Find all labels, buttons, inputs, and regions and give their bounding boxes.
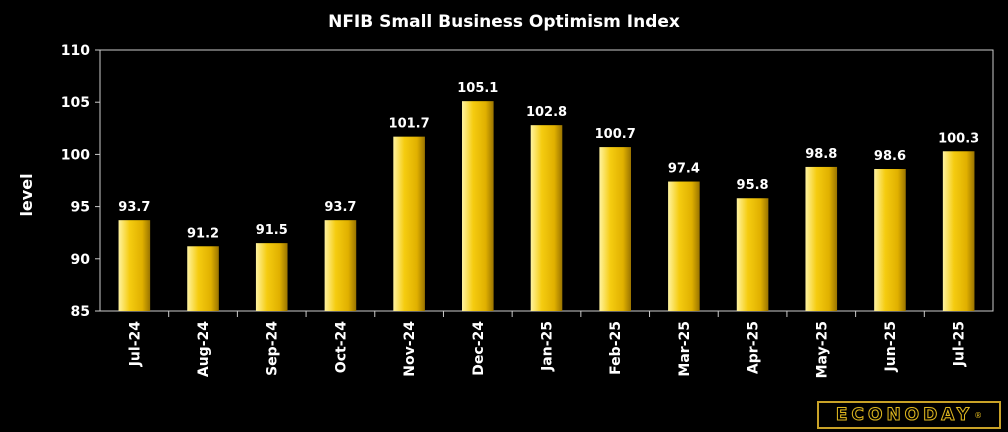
data-label: 98.6 bbox=[874, 149, 906, 164]
data-label: 93.7 bbox=[324, 200, 356, 215]
y-tick-label: 90 bbox=[71, 252, 91, 268]
y-tick-label: 105 bbox=[61, 95, 90, 111]
bar bbox=[118, 220, 151, 311]
brand-name: ECONODAY bbox=[835, 405, 974, 426]
bar bbox=[668, 181, 700, 311]
data-label: 101.7 bbox=[389, 117, 430, 132]
data-label: 100.7 bbox=[595, 127, 636, 142]
bar bbox=[599, 147, 631, 311]
x-tick-label: Jun-25 bbox=[883, 321, 899, 372]
x-tick-label: Oct-24 bbox=[333, 321, 349, 373]
x-tick-label: Jan-25 bbox=[540, 321, 556, 372]
bar bbox=[393, 136, 425, 311]
y-tick-label: 110 bbox=[61, 43, 90, 59]
x-tick-label: Mar-25 bbox=[677, 321, 693, 377]
data-label: 97.4 bbox=[668, 162, 700, 177]
x-tick-label: May-25 bbox=[814, 321, 830, 378]
x-tick-label: Jul-24 bbox=[127, 321, 143, 368]
data-label: 91.5 bbox=[256, 223, 288, 238]
y-tick-label: 95 bbox=[71, 200, 90, 216]
data-label: 95.8 bbox=[737, 178, 769, 193]
x-tick-label: Nov-24 bbox=[402, 321, 418, 377]
econoday-logo: ECONODAY ® bbox=[817, 401, 1001, 429]
bar bbox=[187, 246, 219, 311]
bar bbox=[324, 220, 357, 311]
y-axis-label: level bbox=[17, 173, 36, 216]
x-tick-label: Feb-25 bbox=[608, 321, 624, 375]
data-label: 98.8 bbox=[805, 147, 837, 162]
x-tick-label: Jul-25 bbox=[952, 321, 968, 367]
chart-title: NFIB Small Business Optimism Index bbox=[328, 12, 680, 32]
x-tick-label: Apr-25 bbox=[746, 321, 762, 374]
x-tick-label: Aug-24 bbox=[196, 321, 212, 377]
x-tick-label: Sep-24 bbox=[265, 321, 281, 376]
y-tick-label: 100 bbox=[61, 147, 90, 163]
x-tick-label: Dec-24 bbox=[471, 321, 487, 376]
data-label: 93.7 bbox=[118, 200, 150, 215]
bar bbox=[255, 243, 288, 311]
registered-mark: ® bbox=[974, 410, 983, 420]
bar bbox=[805, 166, 838, 311]
bar bbox=[530, 125, 563, 311]
y-tick-label: 85 bbox=[71, 304, 90, 320]
data-label: 100.3 bbox=[938, 131, 979, 146]
bar bbox=[462, 101, 494, 311]
data-label: 102.8 bbox=[526, 105, 567, 120]
plot-area: 85 90 95 100 105 110 93.7 Jul-24 91.2 Aug-24 91.5 S… bbox=[61, 43, 994, 378]
data-label: 105.1 bbox=[457, 81, 498, 96]
bar bbox=[942, 151, 975, 311]
data-label: 91.2 bbox=[187, 226, 219, 241]
bar bbox=[736, 198, 769, 311]
bar bbox=[874, 169, 906, 311]
